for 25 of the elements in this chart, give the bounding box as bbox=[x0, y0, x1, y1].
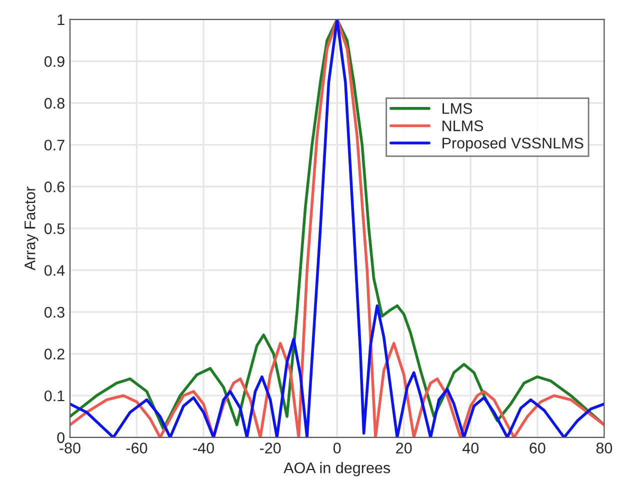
x-tick-label: -60 bbox=[126, 442, 148, 454]
y-tick-label: 0.6 bbox=[44, 181, 64, 192]
x-tick-label: -40 bbox=[193, 442, 214, 454]
y-tick-label: 0.7 bbox=[44, 140, 64, 151]
x-tick-label: 20 bbox=[396, 442, 412, 454]
x-axis-title: AOA in degrees bbox=[284, 462, 390, 476]
y-tick-label: 0.8 bbox=[44, 98, 64, 109]
legend-label: NLMS bbox=[442, 120, 484, 132]
y-tick-label: 0 bbox=[57, 432, 64, 444]
y-tick-label: 0.4 bbox=[44, 265, 65, 276]
y-tick-label: 0.9 bbox=[44, 56, 64, 67]
y-tick-label: 1 bbox=[58, 14, 64, 25]
x-tick-label: 0 bbox=[333, 442, 341, 454]
y-tick-label: 0.5 bbox=[44, 223, 64, 234]
y-tick-label: 0.1 bbox=[44, 390, 64, 402]
x-tick-label: -80 bbox=[60, 442, 80, 454]
legend-label: Proposed VSSNLMS bbox=[442, 137, 584, 152]
x-tick-label: -20 bbox=[260, 442, 281, 454]
x-tick-label: 80 bbox=[596, 442, 612, 454]
y-tick-label: 0.2 bbox=[44, 348, 64, 360]
x-tick-label: 60 bbox=[530, 442, 546, 454]
y-tick-label: 0.3 bbox=[44, 306, 64, 318]
x-tick-label: 40 bbox=[462, 442, 479, 454]
legend-label: LMS bbox=[442, 103, 472, 114]
y-axis-title: Array Factor bbox=[24, 186, 38, 270]
